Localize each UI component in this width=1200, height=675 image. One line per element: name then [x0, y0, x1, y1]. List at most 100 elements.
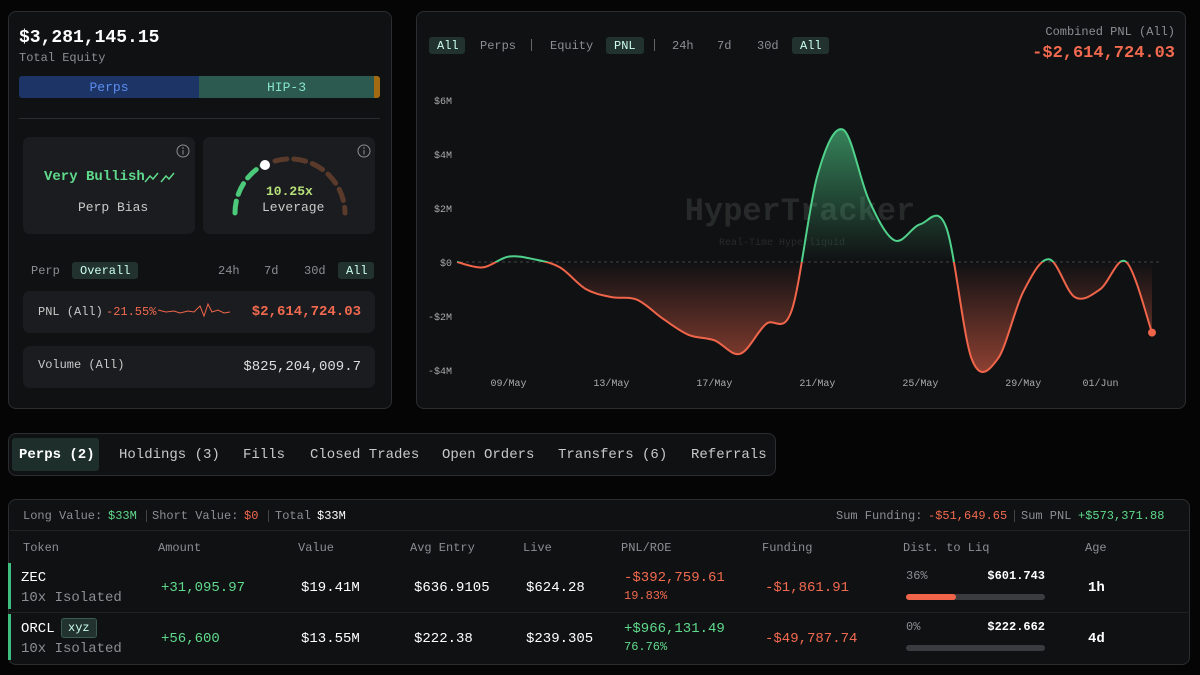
position-value: $13.55M — [301, 631, 360, 647]
pnl: -$392,759.61 — [624, 570, 725, 586]
tab[interactable]: Transfers (6) — [558, 447, 668, 463]
divider — [8, 530, 1190, 531]
period[interactable]: 30d — [304, 264, 326, 278]
pill — [606, 37, 644, 54]
roe: 19.83% — [624, 589, 668, 603]
column-header: Token — [23, 541, 60, 555]
positions-panel — [8, 499, 1190, 665]
leverage-label: Leverage — [262, 200, 325, 215]
x-tick-label: 29/May — [1005, 378, 1041, 390]
liq-track — [906, 645, 1045, 651]
chart-period[interactable]: 7d — [717, 39, 732, 53]
token: ORCL — [21, 621, 55, 637]
pnl: +$966,131.49 — [624, 621, 725, 637]
scope[interactable]: Perp — [31, 264, 60, 278]
summary-pnl: +$573,371.88 — [1078, 509, 1165, 523]
avg-entry: $636.9105 — [414, 580, 490, 596]
token-tag: xyz — [61, 618, 97, 638]
x-tick-label: 17/May — [696, 378, 732, 390]
liq-price: $601.743 — [987, 569, 1045, 583]
bias-value: Very Bullish — [44, 169, 145, 185]
hip3-tab[interactable]: HIP-3 — [199, 76, 374, 98]
bias-label: Perp Bias — [78, 200, 149, 215]
y-tick-label: -$2M — [428, 312, 452, 324]
pill — [338, 262, 374, 279]
column-header: Value — [298, 541, 335, 555]
pnl-label: PNL (All) — [38, 305, 103, 319]
column-header: Funding — [762, 541, 813, 555]
period[interactable]: 7d — [264, 264, 279, 278]
liq-track — [906, 594, 1045, 600]
tab[interactable]: Open Orders — [442, 447, 535, 463]
amount: +56,600 — [161, 631, 220, 647]
separator — [654, 39, 655, 51]
funding: -$49,787.74 — [765, 631, 858, 647]
liq-bar — [906, 594, 957, 600]
volume-value: $825,204,009.7 — [243, 359, 361, 375]
summary-short-label: Short Value: — [152, 509, 239, 523]
pnl-pct: -21.55% — [106, 305, 157, 319]
period[interactable]: 24h — [218, 264, 240, 278]
row-accent — [8, 614, 11, 660]
column-header: Live — [523, 541, 552, 555]
chart-group[interactable]: Perps — [480, 39, 517, 53]
chart-period[interactable]: All — [800, 39, 822, 53]
chart-period[interactable]: 24h — [672, 39, 694, 53]
info-icon[interactable] — [176, 144, 190, 158]
separator — [146, 510, 147, 522]
summary-long-label: Long Value: — [23, 509, 103, 523]
x-tick-label: 13/May — [593, 378, 629, 390]
pill — [792, 37, 829, 54]
pill — [72, 262, 138, 279]
avg-entry: $222.38 — [414, 631, 473, 647]
position-value: $19.41M — [301, 580, 360, 596]
y-tick-label: $2M — [434, 204, 452, 216]
leverage-gauge — [232, 144, 371, 216]
x-tick-label: 09/May — [490, 378, 526, 390]
column-header: Dist. to Liq — [903, 541, 990, 555]
perps-tab[interactable]: Perps — [19, 76, 199, 98]
tab[interactable]: Perps (2) — [19, 447, 95, 463]
period[interactable]: All — [346, 264, 368, 278]
tab[interactable]: Closed Trades — [310, 447, 420, 463]
pnl-value: $2,614,724.03 — [251, 304, 361, 320]
live-price: $624.28 — [526, 580, 585, 596]
tab[interactable]: Referrals — [691, 447, 767, 463]
chart-title: Combined PNL (All) — [1045, 25, 1175, 39]
separator — [531, 39, 532, 51]
amount: +31,095.97 — [161, 580, 246, 596]
column-header: Amount — [158, 541, 202, 555]
summary-long: $33M — [108, 509, 137, 523]
chart-group[interactable]: Equity — [550, 39, 594, 53]
bias-card — [23, 137, 195, 234]
pill — [429, 37, 465, 54]
divider — [19, 118, 380, 119]
tab[interactable]: Holdings (3) — [119, 447, 220, 463]
chart-total: -$2,614,724.03 — [1032, 44, 1175, 63]
x-tick-label: 21/May — [799, 378, 835, 390]
chart-group[interactable]: All — [437, 39, 459, 53]
live-price: $239.305 — [526, 631, 594, 647]
equity-label: Total Equity — [19, 51, 106, 65]
volume-label: Volume (All) — [38, 358, 125, 372]
roe: 76.76% — [624, 640, 668, 654]
summary-funding: -$51,649.65 — [928, 509, 1008, 523]
summary-total: $33M — [317, 509, 346, 523]
liq-price: $222.662 — [987, 620, 1045, 634]
tab-bar — [8, 433, 776, 476]
y-tick-label: -$4M — [428, 366, 452, 378]
chart-group[interactable]: PNL — [614, 39, 636, 53]
active-tab-bg — [12, 438, 99, 471]
leverage-card — [203, 137, 375, 234]
summary-funding-label: Sum Funding: — [836, 509, 923, 523]
summary-short: $0 — [244, 509, 259, 523]
pnl-sparkline — [158, 302, 230, 318]
bar-sliver — [374, 76, 380, 98]
scope-active[interactable]: Overall — [80, 264, 131, 278]
pnl-line — [456, 128, 1153, 373]
chart-period[interactable]: 30d — [757, 39, 779, 53]
column-header: Age — [1085, 541, 1107, 555]
x-tick-label: 01/Jun — [1083, 378, 1119, 390]
liq-dist: 0% — [906, 620, 921, 634]
tab[interactable]: Fills — [243, 447, 286, 463]
